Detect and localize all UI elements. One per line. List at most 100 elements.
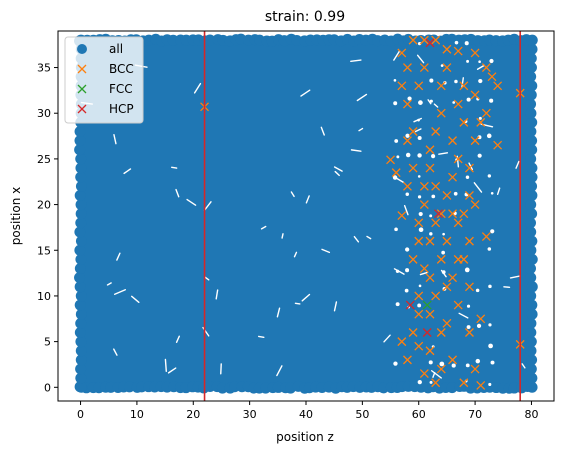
cloud-gap — [281, 233, 284, 239]
cloud-gap — [130, 295, 140, 304]
cloud-gap — [405, 247, 410, 252]
all-point — [74, 244, 86, 256]
bcc-point — [436, 328, 446, 337]
bcc-point — [448, 172, 458, 182]
cloud-gap — [405, 133, 410, 138]
bcc-point — [481, 232, 491, 242]
cloud-gap — [428, 360, 433, 365]
bcc-point — [408, 163, 418, 173]
cloud-gap — [458, 312, 469, 319]
cloud-gap — [353, 235, 360, 243]
bcc-point — [408, 254, 418, 264]
cloud-gap — [488, 343, 493, 349]
x-tick-label: 70 — [468, 408, 482, 421]
bcc-point — [442, 44, 452, 54]
cloud-gap — [305, 195, 310, 204]
all-point — [525, 326, 537, 338]
all-point — [75, 345, 87, 357]
cloud-gap — [294, 302, 301, 305]
x-tick-label: 20 — [186, 408, 200, 421]
bcc-point — [442, 190, 452, 200]
y-tick-label: 15 — [37, 244, 51, 257]
all-point — [525, 153, 537, 165]
cloud-gap — [496, 187, 501, 196]
legend-marker — [77, 84, 87, 94]
cloud-gap — [417, 135, 422, 140]
all-point — [525, 89, 537, 101]
cloud-gap — [453, 191, 458, 196]
all-point — [75, 199, 87, 211]
bcc-point — [453, 154, 463, 164]
bcc-point — [464, 328, 474, 337]
all-point — [75, 180, 87, 192]
cloud-gap — [451, 363, 456, 368]
bcc-point — [459, 378, 469, 388]
all-point — [525, 98, 537, 110]
bcc-point — [448, 136, 458, 146]
cloud-gap — [454, 40, 459, 45]
cloud-gap — [416, 54, 425, 64]
cloud-gap — [366, 235, 372, 240]
bcc-point — [453, 254, 463, 264]
bcc-point — [414, 218, 424, 228]
bcc-point — [431, 378, 441, 388]
cloud-gap — [405, 152, 411, 158]
bcc-point — [459, 81, 469, 91]
all-point — [526, 171, 538, 183]
cloud-gap — [417, 175, 421, 178]
bcc-point — [470, 48, 480, 58]
reference-lines — [203, 31, 521, 401]
cloud-gap — [478, 78, 483, 84]
cloud-gap — [113, 348, 118, 356]
y-tick-label: 30 — [37, 107, 51, 120]
bcc-point — [470, 200, 480, 210]
all-point — [75, 363, 87, 375]
all-point — [75, 336, 87, 348]
cloud-gap — [429, 78, 434, 83]
cloud-gap — [442, 232, 445, 236]
hcp-point — [422, 328, 432, 337]
y-tick-label: 25 — [37, 153, 51, 166]
x-tick-label: 80 — [524, 408, 538, 421]
cloud-gap — [405, 268, 410, 273]
y-axis-label: position x — [9, 187, 23, 245]
cloud-gap — [464, 267, 470, 273]
cloud-gap — [465, 363, 470, 368]
bcc-point — [425, 236, 435, 246]
cloud-gap — [464, 41, 469, 46]
cloud-gap — [490, 191, 494, 195]
bcc-point — [414, 309, 424, 319]
bcc-point — [402, 99, 412, 109]
cloud-gap — [490, 229, 495, 234]
x-tick-label: 40 — [299, 408, 313, 421]
cloud-gap — [164, 358, 167, 373]
cloud-gap — [418, 227, 424, 233]
all-point — [74, 226, 86, 238]
cloud-gap — [509, 275, 521, 279]
cloud-gap — [486, 133, 492, 139]
all-point — [525, 272, 537, 284]
cloud-gap — [333, 166, 343, 172]
all-point — [526, 144, 538, 156]
bcc-point — [402, 63, 412, 73]
bcc-point — [431, 291, 441, 301]
bcc-point — [414, 81, 424, 91]
all-point — [525, 125, 537, 137]
all-point — [525, 71, 537, 83]
cloud-gap — [489, 98, 494, 103]
cloud-gap — [441, 250, 445, 255]
bcc-point — [397, 48, 407, 58]
cloud-gap — [466, 304, 471, 308]
cloud-gap — [167, 367, 177, 374]
legend-marker — [77, 44, 87, 54]
cloud-gap — [395, 302, 400, 307]
all-point — [525, 317, 537, 329]
cloud-gap — [113, 134, 117, 145]
cloud-gap — [487, 174, 492, 178]
cloud-gap — [418, 284, 422, 288]
bcc-point — [408, 35, 418, 45]
all-point — [524, 217, 536, 229]
all-point — [75, 253, 87, 265]
all-point — [526, 135, 538, 147]
